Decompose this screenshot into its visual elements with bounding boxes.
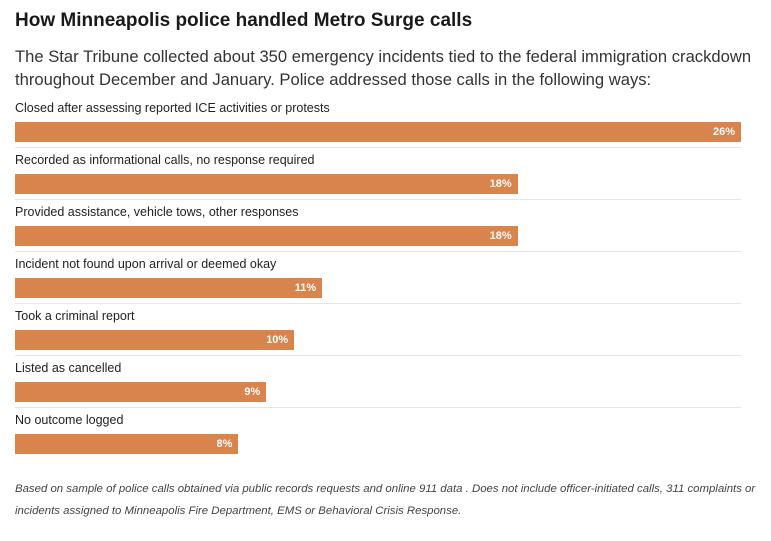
value-label: 10%: [266, 334, 289, 346]
bar-row: Listed as cancelled 9%: [15, 356, 741, 408]
bar: 10%: [15, 330, 295, 350]
value-label: 8%: [216, 438, 233, 450]
bar: 8%: [15, 434, 239, 454]
category-label: Closed after assessing reported ICE acti…: [15, 101, 330, 115]
value-label: 11%: [294, 282, 317, 294]
category-label: Listed as cancelled: [15, 361, 122, 375]
bar: 11%: [15, 278, 323, 298]
value-label: 18%: [489, 178, 512, 190]
value-label: 9%: [244, 386, 261, 398]
bar: 26%: [15, 122, 741, 142]
category-label: No outcome logged: [15, 413, 124, 427]
bar-row: Incident not found upon arrival or deeme…: [15, 252, 741, 304]
category-label: Recorded as informational calls, no resp…: [15, 153, 315, 167]
bar-row: No outcome logged 8%: [15, 408, 741, 460]
bar-row: Closed after assessing reported ICE acti…: [15, 96, 741, 148]
value-label: 18%: [489, 230, 512, 242]
bar: 18%: [15, 174, 518, 194]
bar: 18%: [15, 226, 518, 246]
value-label: 26%: [712, 126, 735, 138]
category-label: Provided assistance, vehicle tows, other…: [15, 205, 299, 219]
chart-title: How Minneapolis police handled Metro Sur…: [15, 10, 473, 31]
bar-row: Provided assistance, vehicle tows, other…: [15, 200, 741, 252]
bar-chart: Closed after assessing reported ICE acti…: [15, 96, 741, 460]
chart-subtitle: The Star Tribune collected about 350 eme…: [15, 47, 752, 89]
category-label: Incident not found upon arrival or deeme…: [15, 257, 277, 271]
bar-row: Took a criminal report 10%: [15, 304, 741, 356]
bar-row: Recorded as informational calls, no resp…: [15, 148, 741, 200]
bar: 9%: [15, 382, 267, 402]
source-note: Based on sample of police calls obtained…: [15, 483, 756, 517]
category-label: Took a criminal report: [15, 309, 135, 323]
